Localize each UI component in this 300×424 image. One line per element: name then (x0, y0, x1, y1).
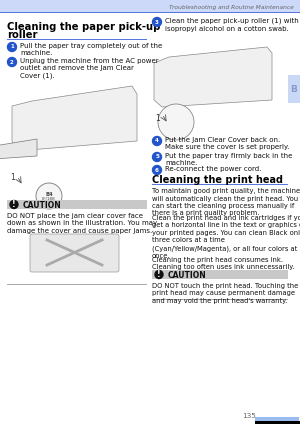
Bar (152, 299, 288, 300)
Text: 1: 1 (155, 114, 160, 123)
Text: B4: B4 (45, 192, 53, 196)
Bar (7, 284, 147, 285)
Polygon shape (0, 139, 37, 159)
Circle shape (8, 42, 16, 51)
Text: 6: 6 (155, 167, 159, 173)
Text: 135: 135 (242, 413, 256, 419)
Text: roller: roller (7, 30, 38, 40)
Circle shape (152, 17, 161, 26)
Circle shape (152, 137, 161, 145)
Text: CAUTION: CAUTION (23, 201, 62, 210)
Text: 1: 1 (10, 173, 15, 182)
Bar (0, 12, 300, 13)
Text: Put the Jam Clear Cover back on.
Make sure the cover is set properly.: Put the Jam Clear Cover back on. Make su… (165, 137, 290, 150)
Circle shape (36, 183, 62, 209)
Text: !: ! (157, 270, 161, 279)
Circle shape (152, 165, 161, 175)
Circle shape (152, 153, 161, 162)
Text: LF/188: LF/188 (42, 197, 56, 201)
Text: 1: 1 (10, 45, 14, 50)
Bar (152, 184, 288, 185)
Text: DO NOT place the jam clear cover face
down as shown in the illustration. You may: DO NOT place the jam clear cover face do… (7, 213, 157, 234)
Text: Troubleshooting and Routine Maintenance: Troubleshooting and Routine Maintenance (169, 5, 294, 9)
Circle shape (155, 271, 163, 279)
Text: Cleaning the paper pick-up: Cleaning the paper pick-up (7, 22, 160, 32)
Polygon shape (12, 86, 137, 151)
Bar (255, 421, 300, 424)
Bar (288, 75, 300, 103)
Text: Pull the paper tray completely out of the
machine.: Pull the paper tray completely out of th… (20, 43, 162, 56)
Text: Put the paper tray firmly back in the
machine.: Put the paper tray firmly back in the ma… (165, 153, 292, 166)
Text: B: B (291, 84, 297, 94)
Bar (7, 39, 147, 40)
Text: CAUTION: CAUTION (168, 271, 207, 281)
Circle shape (158, 104, 194, 140)
Text: 4: 4 (155, 139, 159, 143)
Text: Clean the print head and ink cartridges if you
get a horizontal line in the text: Clean the print head and ink cartridges … (152, 215, 300, 259)
Text: Clean the paper pick-up roller (1) with
isopropyl alcohol on a cotton swab.: Clean the paper pick-up roller (1) with … (165, 18, 299, 32)
Text: DO NOT touch the print head. Touching the
print head may cause permanent damage
: DO NOT touch the print head. Touching th… (152, 283, 298, 304)
Bar (255, 417, 299, 422)
Bar (7, 200, 147, 209)
Circle shape (8, 58, 16, 67)
Polygon shape (154, 47, 272, 107)
Circle shape (10, 201, 18, 209)
Text: 2: 2 (10, 59, 14, 64)
Bar (152, 270, 288, 279)
Text: Unplug the machine from the AC power
outlet and remove the Jam Clear
Cover (1).: Unplug the machine from the AC power out… (20, 58, 159, 79)
Text: !: ! (12, 200, 16, 209)
Text: To maintain good print quality, the machine
will automatically clean the print h: To maintain good print quality, the mach… (152, 188, 300, 217)
Text: Cleaning the print head: Cleaning the print head (152, 175, 283, 185)
FancyBboxPatch shape (30, 234, 119, 272)
Text: 3: 3 (155, 20, 159, 25)
Text: 5: 5 (155, 154, 159, 159)
Text: Re-connect the power cord.: Re-connect the power cord. (165, 166, 261, 172)
Text: Cleaning the print head consumes ink.
Cleaning too often uses ink unnecessarily.: Cleaning the print head consumes ink. Cl… (152, 257, 294, 271)
Bar (0, 0, 300, 13)
